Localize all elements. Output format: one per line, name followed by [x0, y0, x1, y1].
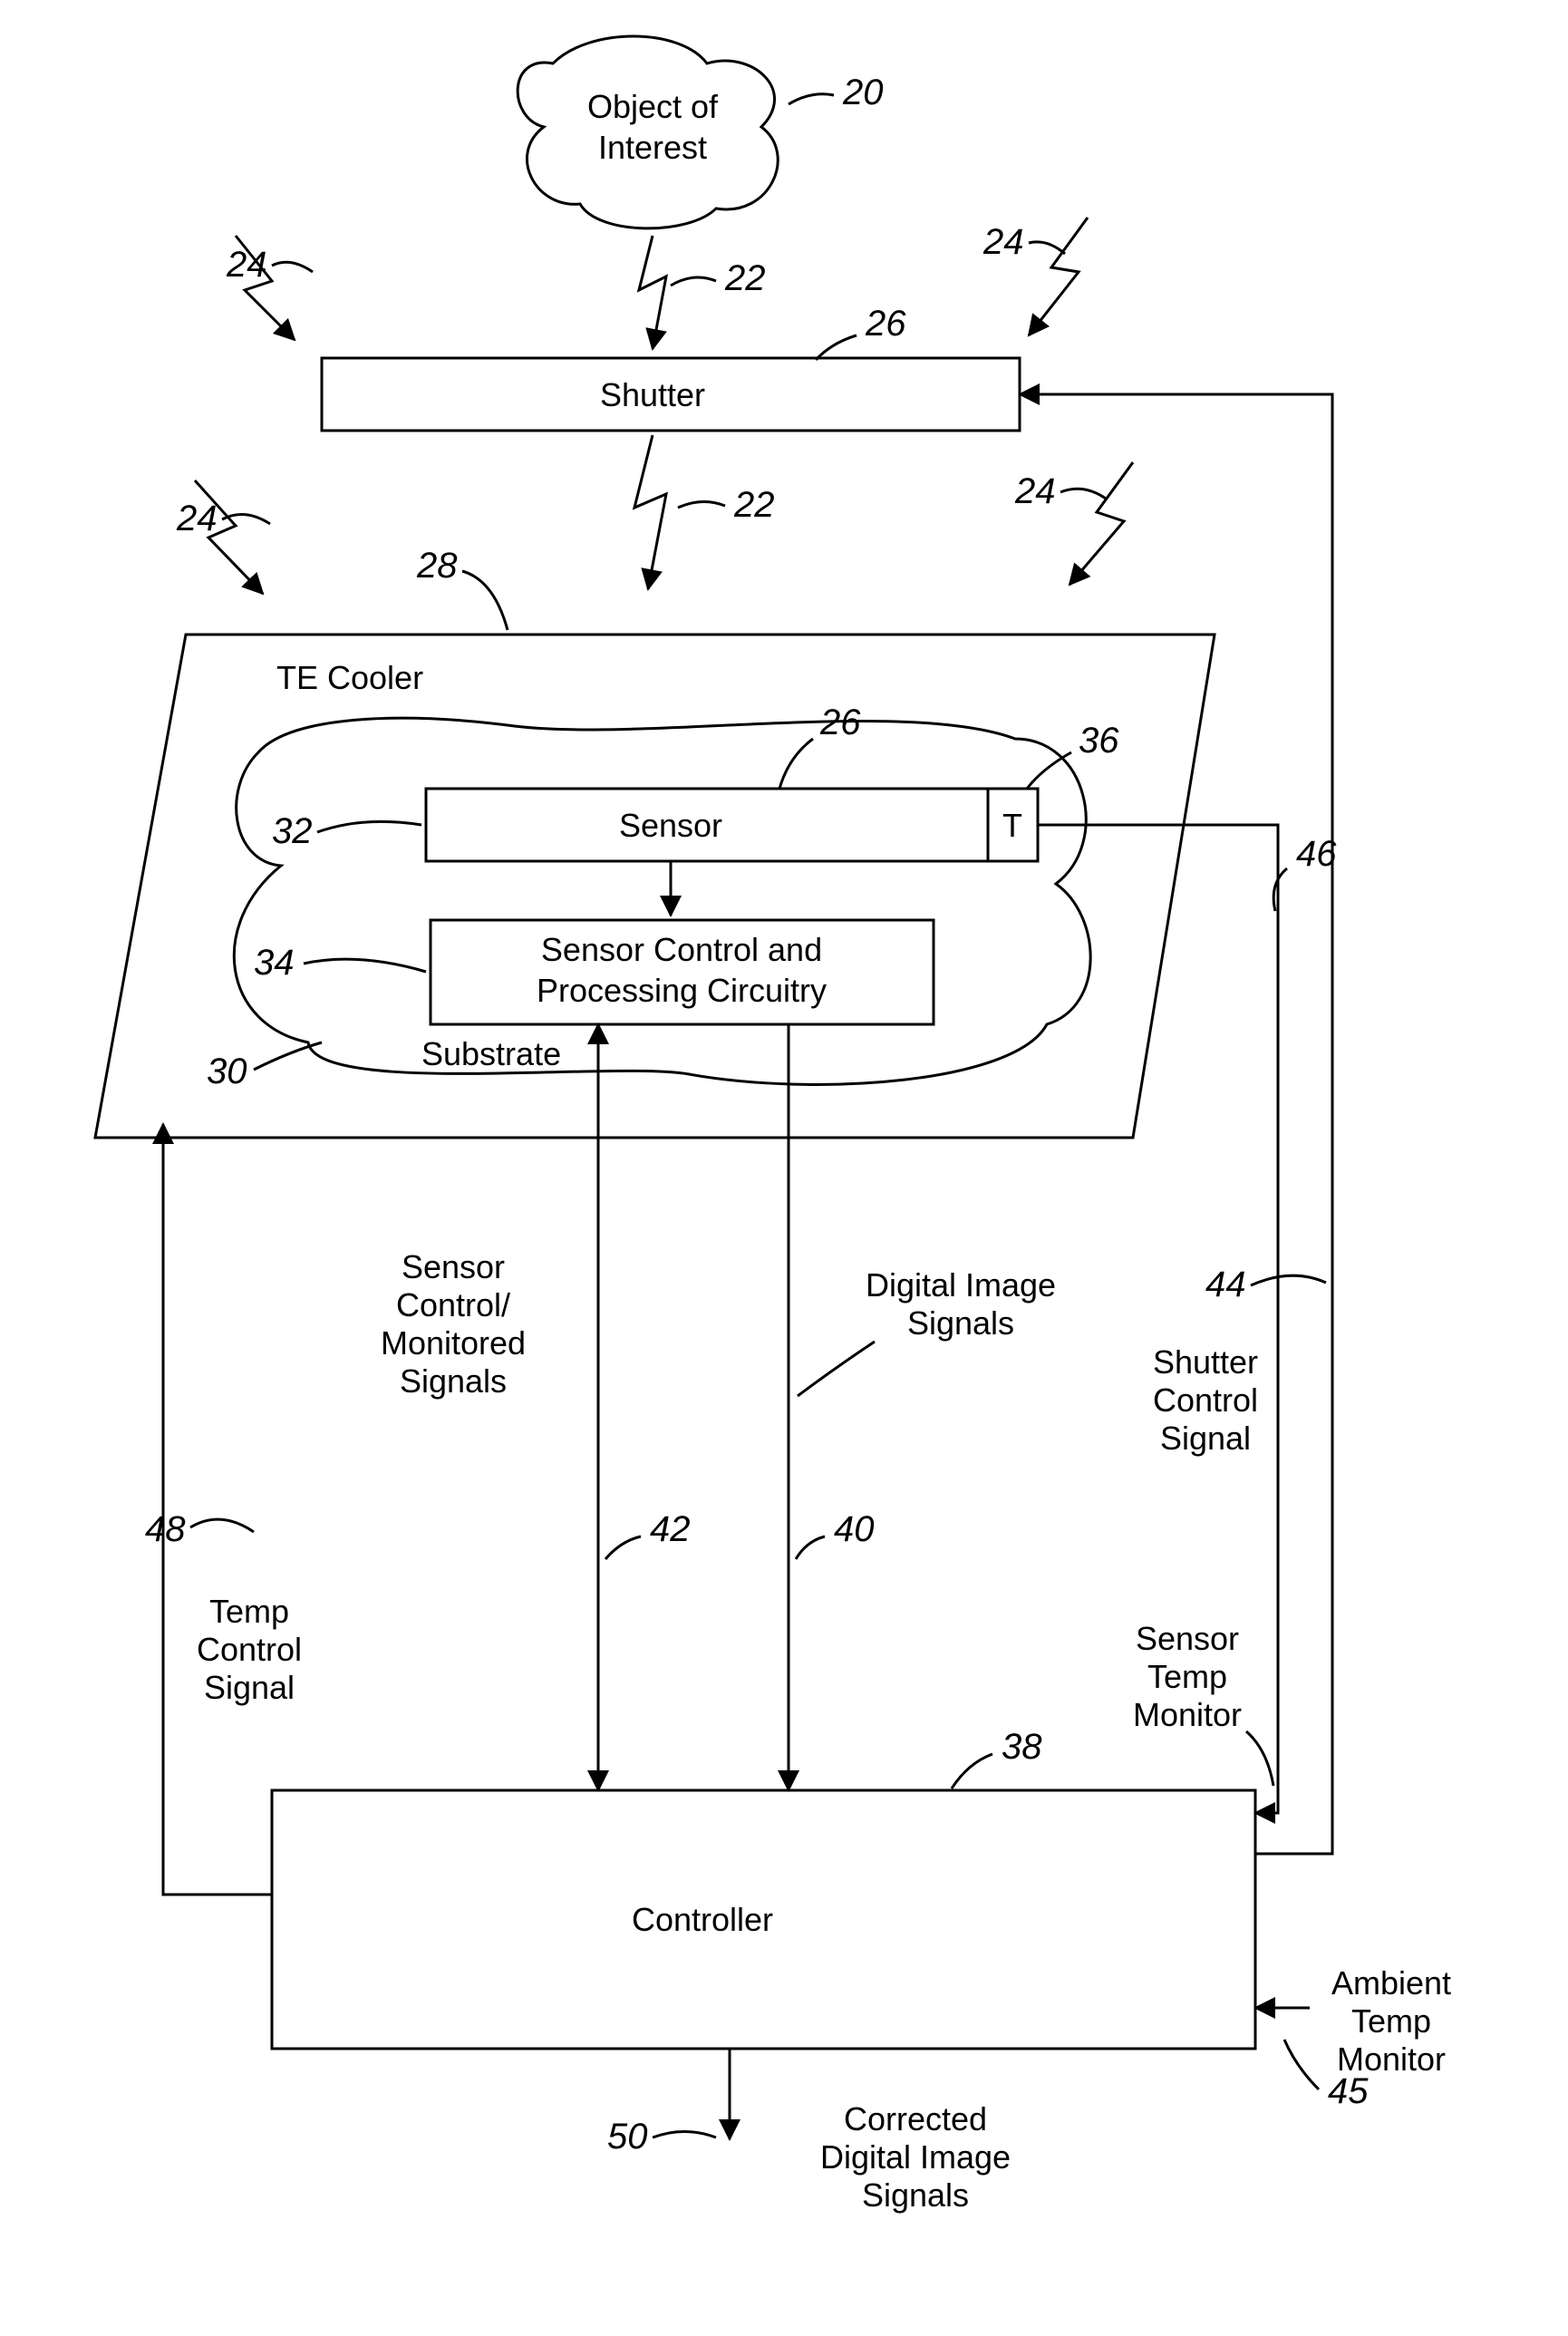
- ref-48: 48: [145, 1509, 186, 1549]
- ref-24b: 24: [982, 222, 1024, 262]
- tc-line2: Control: [197, 1631, 302, 1668]
- ref-44: 44: [1205, 1265, 1246, 1304]
- tc-line1: Temp: [209, 1593, 289, 1630]
- substrate-block: Substrate: [234, 718, 1090, 1084]
- scp-line2: Processing Circuitry: [537, 972, 827, 1009]
- ref-42: 42: [650, 1509, 691, 1549]
- scp-block: Sensor Control and Processing Circuitry: [431, 920, 934, 1024]
- ref-26b: 26: [819, 703, 861, 742]
- scp-line1: Sensor Control and: [541, 931, 822, 968]
- stm-line2: Temp: [1147, 1658, 1227, 1695]
- atm-line1: Ambient: [1331, 1964, 1451, 2002]
- shc-line1: Shutter: [1153, 1343, 1258, 1381]
- shc-line3: Signal: [1160, 1420, 1251, 1457]
- substrate-label: Substrate: [421, 1035, 561, 1072]
- sc-line1: Sensor: [402, 1248, 505, 1285]
- tc-line3: Signal: [204, 1669, 295, 1706]
- ref-38: 38: [1002, 1727, 1042, 1767]
- ref-24a: 24: [226, 245, 267, 285]
- sc-line3: Monitored: [381, 1324, 526, 1362]
- ref-34: 34: [254, 943, 295, 983]
- ref-24c: 24: [176, 499, 218, 538]
- sensor-block: Sensor T: [426, 789, 1038, 861]
- di-line2: Signals: [907, 1304, 1014, 1342]
- ref-26a: 26: [865, 304, 906, 344]
- sc-line2: Control/: [396, 1286, 510, 1323]
- te-cooler-label: TE Cooler: [276, 659, 423, 696]
- sensor-label: Sensor: [619, 807, 722, 844]
- shc-line2: Control: [1153, 1381, 1258, 1419]
- ref-46: 46: [1296, 834, 1337, 874]
- controller-block: Controller: [272, 1790, 1255, 2049]
- ref-32: 32: [272, 811, 313, 851]
- ref-30: 30: [207, 1052, 247, 1091]
- shutter-label: Shutter: [600, 376, 705, 413]
- ref-22b: 22: [733, 485, 775, 525]
- ref-50: 50: [607, 2117, 648, 2157]
- object-line2: Interest: [598, 129, 707, 166]
- cor-line2: Digital Image: [820, 2138, 1011, 2176]
- di-line1: Digital Image: [866, 1266, 1056, 1304]
- ref-22a: 22: [724, 258, 766, 298]
- atm-line2: Temp: [1351, 2002, 1431, 2040]
- ref-40: 40: [834, 1509, 875, 1549]
- controller-label: Controller: [632, 1901, 773, 1938]
- cor-line1: Corrected: [844, 2100, 987, 2137]
- object-line1: Object of: [587, 88, 719, 125]
- stm-line1: Sensor: [1136, 1620, 1239, 1657]
- temp-sensor-label: T: [1002, 807, 1022, 844]
- stm-line3: Monitor: [1133, 1696, 1242, 1733]
- diagram: Object of Interest Shutter TE Cooler Sub…: [0, 0, 1568, 2336]
- object-of-interest: Object of Interest: [518, 36, 778, 228]
- ref-24d: 24: [1014, 471, 1056, 511]
- ref-20: 20: [842, 73, 884, 112]
- shutter-block: Shutter: [322, 358, 1020, 431]
- signal-labels: Sensor Control/ Monitored Signals Digita…: [197, 1248, 1451, 2214]
- ref-36: 36: [1079, 721, 1119, 761]
- ref-28: 28: [416, 546, 458, 586]
- cor-line3: Signals: [862, 2176, 969, 2214]
- sc-line4: Signals: [400, 1362, 507, 1400]
- atm-line3: Monitor: [1337, 2040, 1446, 2078]
